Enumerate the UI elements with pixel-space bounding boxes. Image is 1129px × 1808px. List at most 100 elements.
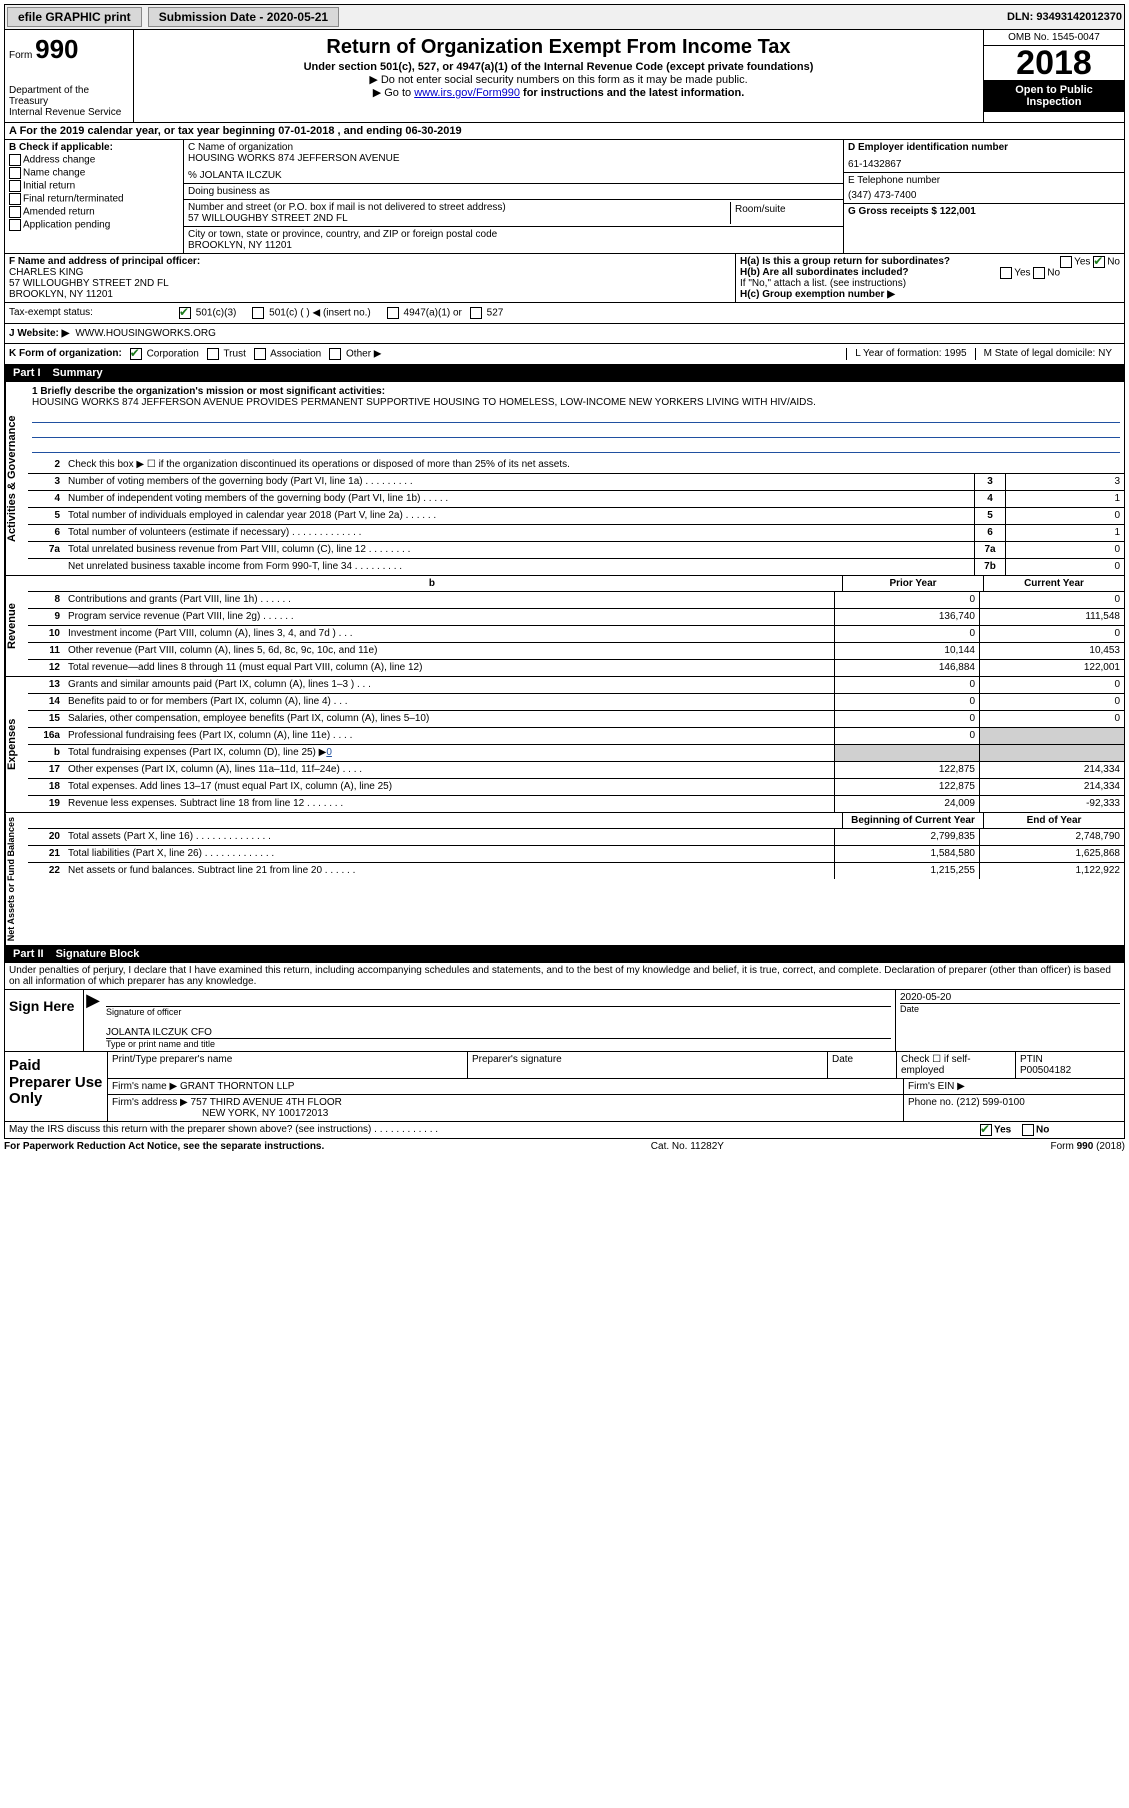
submission-date-button[interactable]: Submission Date - 2020-05-21	[148, 7, 339, 27]
room-suite-label: Room/suite	[730, 202, 839, 224]
k-label: K Form of organization:	[9, 348, 122, 360]
sig-officer-label: Signature of officer	[106, 1006, 891, 1017]
arrow-icon: ▶	[84, 990, 102, 1051]
part-i-header: Part ISummary	[4, 365, 1125, 382]
j-label: J Website: ▶	[9, 328, 69, 339]
print-name-label: Print/Type preparer's name	[108, 1052, 468, 1078]
final-return-checkbox[interactable]	[9, 193, 21, 205]
side-expenses: Expenses	[5, 677, 28, 812]
revenue-section: Revenue bPrior YearCurrent Year 8Contrib…	[4, 576, 1125, 677]
city-value: BROOKLYN, NY 11201	[188, 240, 839, 251]
d-label: D Employer identification number	[848, 142, 1120, 153]
corp-checkbox[interactable]	[130, 348, 142, 360]
4947-checkbox[interactable]	[387, 307, 399, 319]
fundraising-link[interactable]: 0	[326, 747, 332, 758]
other-checkbox[interactable]	[329, 348, 341, 360]
line-a: A For the 2019 calendar year, or tax yea…	[4, 123, 1125, 140]
phone-value: (347) 473-7400	[848, 190, 1120, 201]
declaration-text: Under penalties of perjury, I declare th…	[5, 963, 1124, 989]
501c3-checkbox[interactable]	[179, 307, 191, 319]
tax-year: 2018	[984, 46, 1124, 80]
row-klm: K Form of organization: Corporation Trus…	[4, 344, 1125, 365]
firm-ein-label: Firm's EIN ▶	[904, 1079, 1124, 1094]
amended-return-checkbox[interactable]	[9, 206, 21, 218]
side-activities: Activities & Governance	[5, 382, 28, 575]
org-name: HOUSING WORKS 874 JEFFERSON AVENUE	[188, 153, 839, 164]
row-i: Tax-exempt status: 501(c)(3) 501(c) ( ) …	[4, 303, 1125, 324]
b-label: B Check if applicable:	[9, 142, 179, 153]
sign-here-label: Sign Here	[5, 990, 84, 1051]
net-assets-section: Net Assets or Fund Balances Beginning of…	[4, 813, 1125, 946]
form-title: Return of Organization Exempt From Incom…	[138, 36, 979, 59]
hc-label: H(c) Group exemption number ▶	[740, 289, 1120, 300]
row-j: J Website: ▶ WWW.HOUSINGWORKS.ORG	[4, 324, 1125, 344]
f-label: F Name and address of principal officer:	[9, 256, 731, 267]
discuss-no-checkbox[interactable]	[1022, 1124, 1034, 1136]
irs-label: Internal Revenue Service	[9, 107, 129, 118]
g-label: G Gross receipts $ 122,001	[848, 206, 1120, 217]
city-label: City or town, state or province, country…	[188, 229, 839, 240]
prep-date-label: Date	[828, 1052, 897, 1078]
cat-number: Cat. No. 11282Y	[651, 1141, 724, 1152]
mission-text: HOUSING WORKS 874 JEFFERSON AVENUE PROVI…	[32, 397, 1120, 408]
expenses-section: Expenses 13Grants and similar amounts pa…	[4, 677, 1125, 813]
street-value: 57 WILLOUGHBY STREET 2ND FL	[188, 213, 730, 224]
name-change-checkbox[interactable]	[9, 167, 21, 179]
hb-yes-checkbox[interactable]	[1000, 267, 1012, 279]
ein-value: 61-1432867	[848, 159, 1120, 170]
officer-name-title: JOLANTA ILCZUK CFO	[106, 1027, 891, 1038]
irs-discuss-label: May the IRS discuss this return with the…	[5, 1122, 976, 1138]
website-value: WWW.HOUSINGWORKS.ORG	[75, 328, 216, 339]
discuss-yes-checkbox[interactable]	[980, 1124, 992, 1136]
c-name-label: C Name of organization	[188, 142, 839, 153]
assoc-checkbox[interactable]	[254, 348, 266, 360]
h-note: If "No," attach a list. (see instruction…	[740, 278, 1120, 289]
m-label: M State of legal domicile: NY	[975, 348, 1120, 360]
address-change-checkbox[interactable]	[9, 154, 21, 166]
officer-city: BROOKLYN, NY 11201	[9, 289, 731, 300]
527-checkbox[interactable]	[470, 307, 482, 319]
trust-checkbox[interactable]	[207, 348, 219, 360]
form-header: Form 990 Department of the Treasury Inte…	[4, 30, 1125, 123]
mission-label: 1 Briefly describe the organization's mi…	[32, 386, 1120, 397]
side-revenue: Revenue	[5, 576, 28, 676]
firm-addr2: NEW YORK, NY 100172013	[202, 1108, 328, 1119]
initial-return-checkbox[interactable]	[9, 180, 21, 192]
open-public-badge: Open to PublicInspection	[984, 80, 1124, 112]
signature-block: Under penalties of perjury, I declare th…	[4, 963, 1125, 1139]
type-print-label: Type or print name and title	[106, 1038, 891, 1049]
ha-yes-checkbox[interactable]	[1060, 256, 1072, 268]
street-label: Number and street (or P.O. box if mail i…	[188, 202, 730, 213]
firm-phone: Phone no. (212) 599-0100	[904, 1095, 1124, 1121]
subtitle-ssn: ▶ Do not enter social security numbers o…	[138, 73, 979, 86]
sig-date-value: 2020-05-20	[900, 992, 1120, 1003]
care-of: % JOLANTA ILCZUK	[188, 170, 839, 181]
dln-label: DLN: 93493142012370	[1007, 11, 1122, 23]
dept-treasury: Department of the Treasury	[9, 85, 129, 107]
side-net-assets: Net Assets or Fund Balances	[5, 813, 28, 945]
ptin-value: P00504182	[1020, 1065, 1120, 1076]
firm-name: GRANT THORNTON LLP	[180, 1081, 294, 1092]
officer-name: CHARLES KING	[9, 267, 731, 278]
form-footer: Form 990 (2018)	[1051, 1141, 1125, 1152]
form990-link[interactable]: www.irs.gov/Form990	[414, 87, 520, 99]
hb-no-checkbox[interactable]	[1033, 267, 1045, 279]
section-b-through-g: B Check if applicable: Address change Na…	[4, 140, 1125, 254]
activities-governance: Activities & Governance 1 Briefly descri…	[4, 382, 1125, 576]
efile-print-button[interactable]: efile GRAPHIC print	[7, 7, 142, 27]
form-label: Form	[9, 50, 32, 61]
sig-date-label: Date	[900, 1003, 1120, 1014]
subtitle-goto: ▶ Go to www.irs.gov/Form990 for instruct…	[138, 86, 979, 99]
self-employed-label: Check ☐ if self-employed	[897, 1052, 1016, 1078]
l-label: L Year of formation: 1995	[846, 348, 974, 360]
dba-label: Doing business as	[188, 186, 270, 197]
form-number: 990	[35, 34, 78, 64]
ha-no-checkbox[interactable]	[1093, 256, 1105, 268]
paid-preparer-label: Paid Preparer Use Only	[5, 1052, 108, 1121]
application-pending-checkbox[interactable]	[9, 219, 21, 231]
officer-street: 57 WILLOUGHBY STREET 2ND FL	[9, 278, 731, 289]
subtitle-section: Under section 501(c), 527, or 4947(a)(1)…	[138, 61, 979, 73]
footer: For Paperwork Reduction Act Notice, see …	[4, 1139, 1125, 1154]
501c-checkbox[interactable]	[252, 307, 264, 319]
i-label: Tax-exempt status:	[9, 307, 179, 319]
